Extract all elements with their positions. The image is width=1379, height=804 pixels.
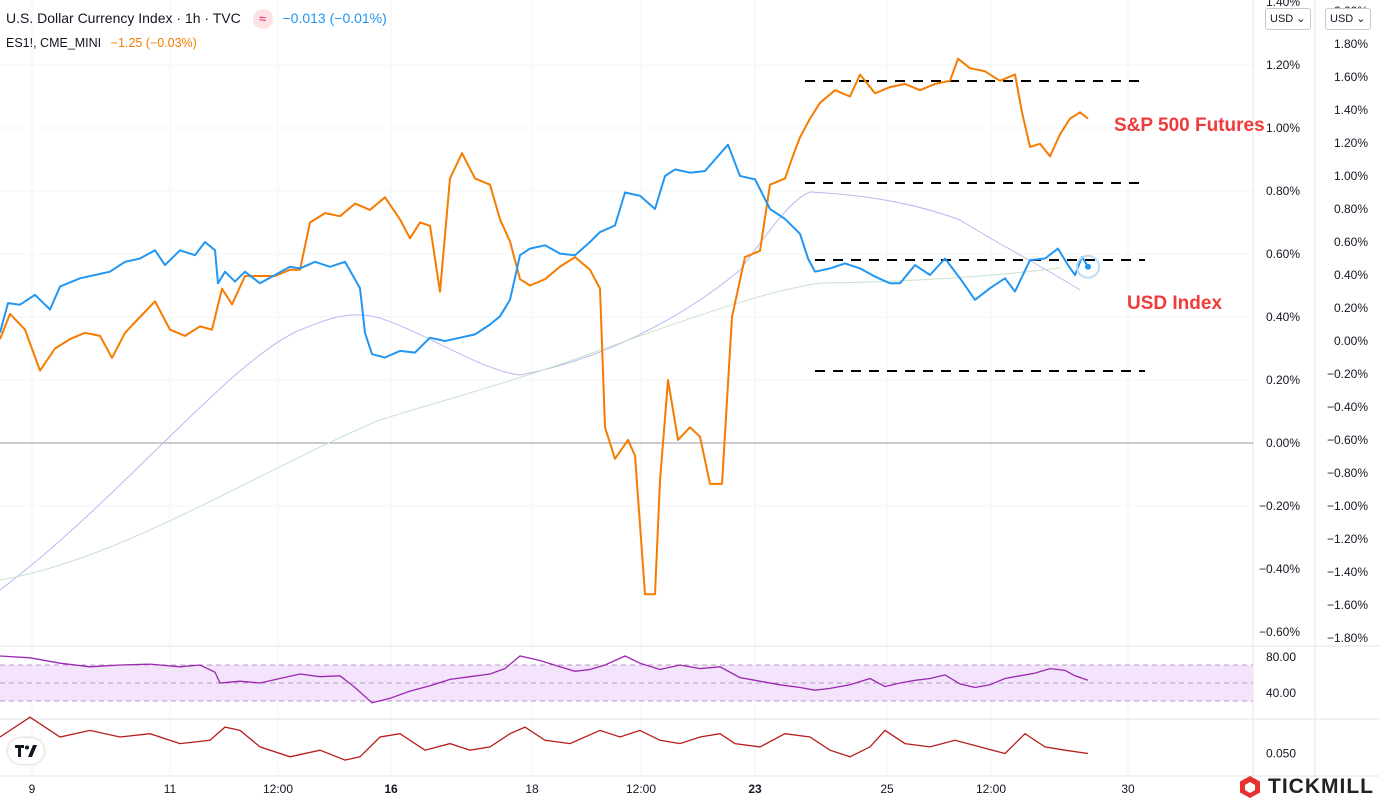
left-axis-tick-3: 0.80%: [1266, 184, 1300, 198]
oscillator-line: [0, 716, 1089, 761]
compare-change: −1.25 (−0.03%): [110, 36, 197, 50]
right-axis-tick-1: 1.80%: [1334, 37, 1368, 51]
currency-select-right[interactable]: USD ⌄: [1325, 8, 1371, 30]
left-axis-tick-0: 1.40%: [1266, 0, 1300, 9]
left-axis-tick-7: 0.00%: [1266, 436, 1300, 450]
time-axis-label-9: 30: [1121, 782, 1135, 796]
left-axis-tick-9: −0.40%: [1259, 562, 1300, 576]
oscillator-tick-label: 0.050: [1266, 747, 1296, 761]
right-axis-tick-7: 0.60%: [1334, 235, 1368, 249]
time-axis-label-8: 12:00: [976, 782, 1006, 796]
series-line-sp500: [0, 57, 1089, 596]
compare-legend: ES1!, CME_MINI −1.25 (−0.03%): [6, 36, 203, 50]
right-axis-tick-19: −1.80%: [1327, 631, 1368, 645]
currency-select-left[interactable]: USD ⌄: [1265, 8, 1311, 30]
brand-name: TICKMILL: [1268, 775, 1374, 798]
right-axis-tick-13: −0.60%: [1327, 433, 1368, 447]
annotation-sp500: S&P 500 Futures: [1114, 115, 1265, 136]
last-point-halo: [1076, 254, 1100, 279]
time-axis-label-1: 11: [164, 782, 177, 796]
symbol-change: −0.013 (−0.01%): [282, 9, 387, 26]
right-axis-tick-5: 1.00%: [1334, 169, 1368, 183]
time-axis-label-4: 18: [525, 782, 539, 796]
right-axis-tick-12: −0.40%: [1327, 400, 1368, 414]
tradingview-logo-icon[interactable]: [8, 738, 44, 764]
right-axis-tick-11: −0.20%: [1327, 367, 1368, 381]
right-axis-tick-4: 1.20%: [1334, 136, 1368, 150]
tickmill-logo-icon: [1240, 776, 1260, 798]
symbol-legend: U.S. Dollar Currency Index · 1h · TVC ≈ …: [6, 9, 393, 29]
left-axis-tick-2: 1.00%: [1266, 121, 1300, 135]
currency-label-left: USD: [1270, 13, 1294, 25]
left-axis-tick-1: 1.20%: [1266, 58, 1300, 72]
right-axis-tick-8: 0.40%: [1334, 268, 1368, 282]
moving-average-2: [0, 267, 1061, 581]
left-axis-tick-10: −0.60%: [1259, 625, 1300, 639]
left-axis-tick-6: 0.20%: [1266, 373, 1300, 387]
right-axis-tick-9: 0.20%: [1334, 301, 1368, 315]
symbol-title[interactable]: U.S. Dollar Currency Index · 1h · TVC: [6, 9, 241, 26]
approx-icon[interactable]: ≈: [252, 9, 273, 29]
compare-title[interactable]: ES1!, CME_MINI: [6, 36, 102, 50]
time-axis-label-7: 25: [880, 782, 894, 796]
time-axis-label-5: 12:00: [626, 782, 656, 796]
currency-label-right: USD: [1330, 13, 1354, 25]
right-axis-tick-15: −1.00%: [1327, 499, 1368, 513]
right-axis-tick-3: 1.40%: [1334, 103, 1368, 117]
right-axis-tick-14: −0.80%: [1327, 466, 1368, 480]
right-axis-tick-2: 1.60%: [1334, 70, 1368, 84]
rsi-tick-label-0: 80.00: [1266, 650, 1296, 664]
right-axis-tick-6: 0.80%: [1334, 202, 1368, 216]
time-axis-label-6: 23: [748, 782, 762, 796]
time-axis-label-3: 16: [384, 782, 398, 796]
chevron-down-icon: ⌄: [1296, 13, 1306, 25]
moving-average-1: [0, 191, 1081, 591]
left-axis-tick-4: 0.60%: [1266, 247, 1300, 261]
right-axis-tick-17: −1.40%: [1327, 565, 1368, 579]
right-axis-tick-18: −1.60%: [1327, 598, 1368, 612]
annotation-usd: USD Index: [1127, 293, 1223, 314]
time-axis-label-2: 12:00: [263, 782, 293, 796]
right-axis-tick-10: 0.00%: [1334, 334, 1368, 348]
series-line-usd-index: [0, 143, 1089, 359]
last-point-marker: [1085, 263, 1091, 270]
rsi-line: [0, 655, 1089, 704]
rsi-tick-label-1: 40.00: [1266, 686, 1296, 700]
left-axis-tick-5: 0.40%: [1266, 310, 1300, 324]
left-axis-tick-8: −0.20%: [1259, 499, 1300, 513]
chevron-down-icon: ⌄: [1356, 13, 1366, 25]
time-axis-label-0: 9: [29, 782, 36, 796]
right-axis-tick-16: −1.20%: [1327, 532, 1368, 546]
